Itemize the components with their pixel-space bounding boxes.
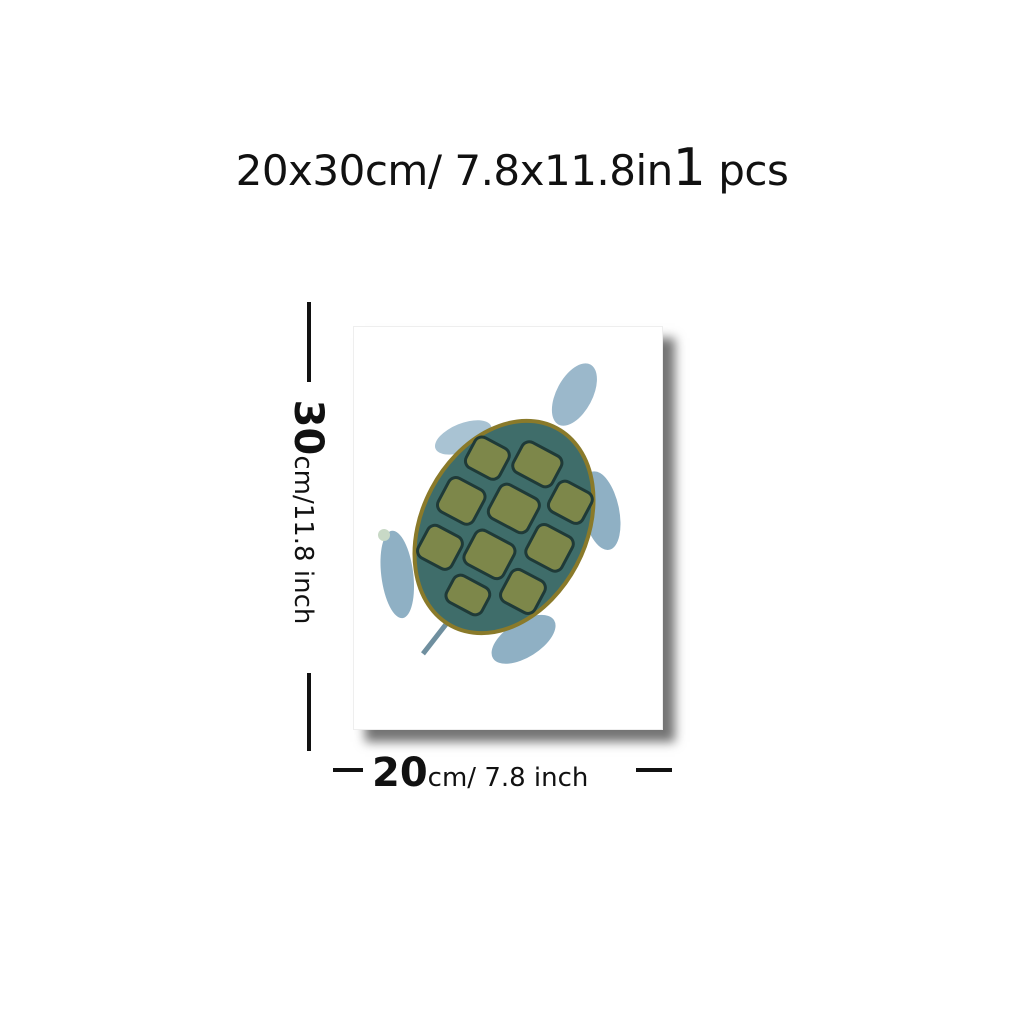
quantity-number: 1 (672, 138, 706, 198)
turtle-back-left-leg (380, 530, 414, 619)
height-value: 30 (285, 399, 331, 456)
height-dimension-line-bottom (307, 673, 311, 751)
turtle-scute (444, 573, 492, 617)
width-dimension-label: 20cm/ 7.8 inch (372, 750, 588, 796)
quantity-unit: pcs (718, 146, 789, 195)
height-dimension-line-top (307, 302, 311, 382)
turtle-back-right-leg (491, 614, 556, 664)
turtle-scute (499, 567, 547, 615)
turtle-scute (416, 523, 464, 571)
width-dimension-line-left (333, 768, 363, 772)
width-dimension-line-right (636, 768, 672, 772)
canvas-print (353, 326, 663, 730)
turtle-scute (511, 440, 564, 489)
product-size-title: 20x30cm/ 7.8x11.8in1 pcs (0, 138, 1024, 198)
turtle-scute (524, 522, 575, 573)
turtle-scute (436, 476, 487, 526)
turtle-scute (546, 479, 594, 525)
turtle-front-left-leg (434, 420, 492, 455)
turtle-head (551, 363, 597, 426)
paint-splash (378, 529, 390, 541)
height-unit: cm/11.8 inch (288, 455, 318, 625)
turtle-scute (462, 528, 517, 581)
size-text: 20x30cm/ 7.8x11.8in (235, 146, 674, 195)
turtle-scute (486, 482, 541, 535)
turtle-scute (463, 435, 511, 481)
width-unit: cm/ 7.8 inch (427, 763, 589, 793)
turtle-tail (421, 620, 450, 656)
turtle-artwork (378, 363, 621, 664)
height-dimension-label: 30cm/11.8 inch (285, 400, 331, 625)
turtle-shell (412, 418, 596, 636)
width-value: 20 (372, 750, 428, 796)
